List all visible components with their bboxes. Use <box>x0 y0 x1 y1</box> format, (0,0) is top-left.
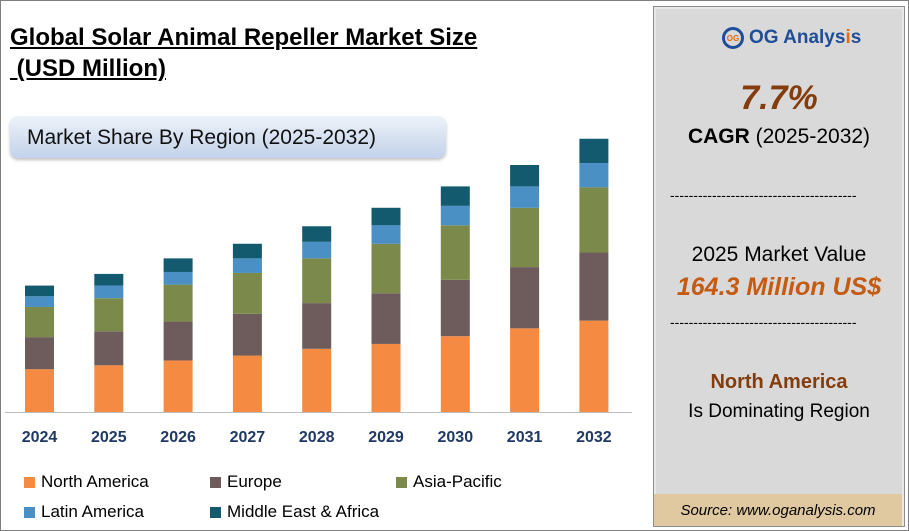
cagr-label-bold: CAGR <box>687 125 750 148</box>
bar-2026-asia-pacific <box>163 284 193 322</box>
bar-2030-europe <box>440 279 470 337</box>
cagr-value: 7.7% <box>740 79 818 117</box>
bar-2024-latin-america <box>25 296 54 307</box>
bar-2031-middle-east-africa <box>510 165 540 187</box>
legend-swatch-europe <box>210 476 221 488</box>
bar-2025-middle-east-africa <box>94 273 124 286</box>
chart-title-line-1: Global Solar Animal Repeller Market Size <box>10 24 478 51</box>
bar-2032-europe <box>579 252 609 321</box>
bar-2027-europe <box>232 313 262 356</box>
logo-text-accent: i <box>845 27 851 48</box>
bar-2029-asia-pacific <box>371 243 401 294</box>
legend-item-europe: Europe <box>210 472 282 492</box>
legend-item-asia-pacific: Asia-Pacific <box>396 472 502 492</box>
legend: North America Europe Asia-Pacific Latin … <box>24 472 644 528</box>
bar-2025-latin-america <box>94 285 124 299</box>
legend-label-asia-pacific: Asia-Pacific <box>413 472 502 491</box>
bar-2026-north-america <box>163 360 193 412</box>
bar-2029-latin-america <box>371 225 401 244</box>
bar-2026-latin-america <box>163 271 193 285</box>
bar-2028-north-america <box>302 348 332 412</box>
bar-2032-asia-pacific <box>579 187 609 253</box>
x-tick-label-2028: 2028 <box>299 429 335 446</box>
bar-2031-europe <box>510 267 540 329</box>
x-tick-label-2032: 2032 <box>576 429 612 446</box>
bar-2027-asia-pacific <box>232 272 262 314</box>
market-value-label: 2025 Market Value <box>691 243 867 266</box>
legend-swatch-north-america <box>24 476 35 488</box>
cagr-period: (2025-2032) <box>749 125 871 148</box>
x-tick-label-2024: 2024 <box>22 429 58 446</box>
legend-swatch-latin-america <box>24 506 35 518</box>
legend-swatch-asia-pacific <box>396 476 407 488</box>
legend-label-middle-east-africa: Middle East & Africa <box>227 502 380 521</box>
x-tick-label-2027: 2027 <box>230 429 266 446</box>
divider-top: ---------------------------------------- <box>670 187 857 203</box>
logo-text: OG Analysis <box>749 27 861 49</box>
bar-2025-europe <box>94 331 124 366</box>
x-tick-label-2031: 2031 <box>507 429 543 446</box>
og-analysis-logo: OG OG Analysis <box>722 27 861 49</box>
legend-swatch-middle-east-africa <box>210 506 221 518</box>
bar-2025-asia-pacific <box>94 298 124 332</box>
bar-2029-north-america <box>371 343 401 412</box>
bar-2032-latin-america <box>579 163 609 188</box>
subtitle-banner: Market Share By Region (2025-2032) <box>10 116 446 158</box>
bar-2030-middle-east-africa <box>440 186 470 206</box>
bar-2031-asia-pacific <box>510 207 540 268</box>
bar-2024-north-america <box>25 369 54 412</box>
x-tick-label-2029: 2029 <box>368 429 404 446</box>
bar-2026-middle-east-africa <box>163 258 193 272</box>
bar-2032-middle-east-africa <box>579 138 609 164</box>
bar-2026-europe <box>163 321 193 361</box>
chart-title-line-2: (USD Million) <box>10 55 166 82</box>
legend-item-latin-america: Latin America <box>24 502 144 522</box>
bar-2030-latin-america <box>440 205 470 226</box>
legend-label-latin-america: Latin America <box>41 502 144 521</box>
x-tick-label-2025: 2025 <box>91 429 127 446</box>
logo-text-end: s <box>850 27 862 48</box>
legend-label-europe: Europe <box>227 472 282 491</box>
bar-2024-middle-east-africa <box>25 285 54 297</box>
source-footer: Source: www.oganalysis.com <box>654 494 902 526</box>
market-value: 164.3 Million US$ <box>676 273 882 301</box>
bar-2028-europe <box>302 303 332 349</box>
bar-2031-latin-america <box>510 186 540 208</box>
bar-2027-north-america <box>232 355 262 412</box>
bar-2024-asia-pacific <box>25 306 54 338</box>
bar-2028-asia-pacific <box>302 258 332 304</box>
bar-2032-north-america <box>579 320 609 412</box>
dominating-region: North America <box>710 371 848 393</box>
stacked-bar-chart: 2024 2025 2026 2027 2028 2029 2030 2031 2032 <box>5 138 632 446</box>
og-logo-icon: OG <box>722 27 744 49</box>
divider-bottom: ---------------------------------------- <box>670 314 857 330</box>
dominating-region-text: Is Dominating Region <box>688 401 870 422</box>
bar-2029-europe <box>371 293 401 344</box>
legend-item-middle-east-africa: Middle East & Africa <box>210 502 379 522</box>
logo-text-main: OG Analys <box>749 27 846 48</box>
chart-subtitle: Market Share By Region (2025-2032) <box>27 126 377 149</box>
bar-2031-north-america <box>510 328 540 412</box>
bar-2027-latin-america <box>232 258 262 273</box>
bar-2027-middle-east-africa <box>232 243 262 259</box>
bar-2025-north-america <box>94 365 124 412</box>
x-tick-label-2026: 2026 <box>160 429 196 446</box>
bar-2028-latin-america <box>302 241 332 259</box>
x-tick-label-2030: 2030 <box>438 429 474 446</box>
bar-2030-asia-pacific <box>440 225 470 280</box>
legend-label-north-america: North America <box>41 472 149 491</box>
bar-2029-middle-east-africa <box>371 207 401 226</box>
bar-2024-europe <box>25 337 54 370</box>
chart-title: Global Solar Animal Repeller Market Size… <box>10 22 477 84</box>
summary-panel: OG OG Analysis 7.7% CAGR (2025-2032) ---… <box>653 6 905 527</box>
cagr-label: CAGR (2025-2032) <box>654 125 904 149</box>
legend-item-north-america: North America <box>24 472 149 492</box>
bar-2028-middle-east-africa <box>302 226 332 242</box>
bar-2030-north-america <box>440 336 470 412</box>
logo-mark-text: OG <box>726 33 740 43</box>
